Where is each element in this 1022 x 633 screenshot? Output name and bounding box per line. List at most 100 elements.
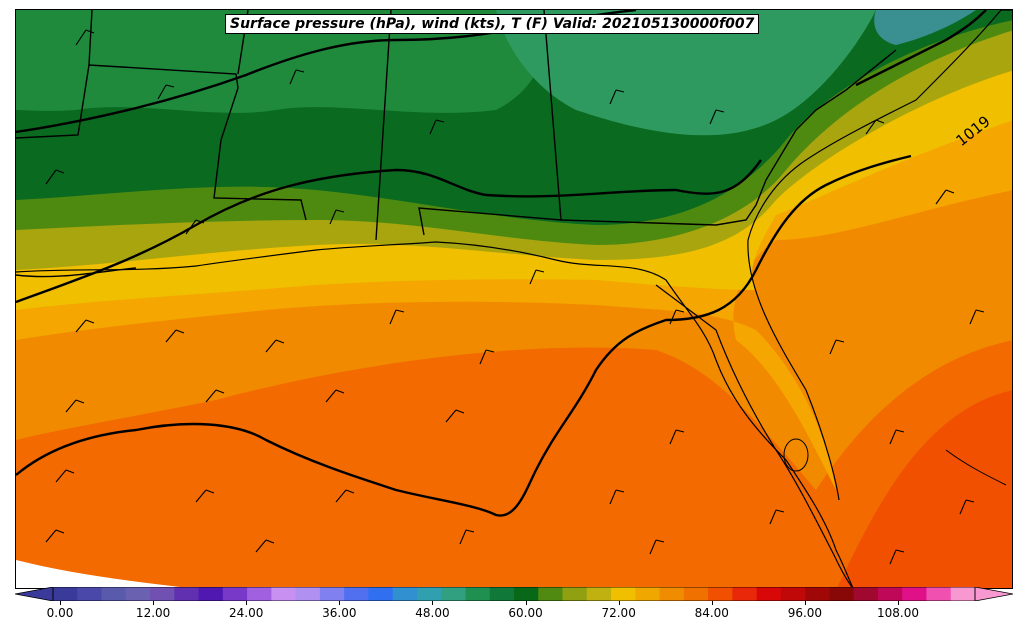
wind-barb [889,429,905,445]
colorbar-tick-mark [153,601,155,605]
wind-barb [45,529,65,543]
wind-barb [205,389,225,403]
temp-band-teal-green [496,10,876,136]
wind-barb [185,219,205,235]
colorbar-cells [53,587,976,601]
colorbar-cell [271,587,297,601]
border-line [560,49,897,226]
colorbar-min-arrow [15,587,54,601]
wind-barb [429,119,445,135]
colorbar-tick-label: 24.00 [229,606,264,620]
wind-barb [669,429,685,445]
weather-map: 1019 [15,9,1013,589]
wind-barb [479,349,495,365]
coastline [16,10,1012,588]
wind-barb [709,109,725,125]
colorbar-cell [392,587,418,601]
border-line [418,10,562,236]
wind-barb [829,339,845,355]
wind-barb [195,489,215,503]
wind-barb [609,489,625,505]
colorbar-cell [198,587,224,601]
colorbar-cell [416,587,442,601]
colorbar-cell [853,587,879,601]
wind-barb [889,549,905,565]
colorbar-cell [683,587,709,601]
map-canvas [16,10,1012,588]
colorbar-cell [125,587,151,601]
wind-barb [75,29,95,46]
wind-barb [265,339,285,353]
colorbar-cell [950,587,976,601]
colorbar-cell [611,587,636,601]
colorbar-cell [756,587,782,601]
colorbar-cell [465,587,491,601]
temp-band-gold [16,70,1012,310]
colorbar [15,587,1013,601]
colorbar-tick-label: 72.00 [601,606,636,620]
colorbar-tick-mark [898,601,899,605]
colorbar-cell [732,587,758,601]
isobar-line [855,10,987,87]
wind-barb [389,309,405,325]
colorbar-outline [52,587,976,601]
colorbar-tick-label: 48.00 [415,606,450,620]
isobar-line [16,159,762,304]
colorbar-tick-mark [246,601,248,605]
colorbar-cell [829,587,855,601]
border-line [88,10,93,66]
colorbar-cell [295,587,321,601]
colorbar-tick-mark [432,601,434,605]
wind-barb [55,469,75,483]
colorbar-tick-mark [60,601,61,605]
wind-barb [325,389,345,403]
colorbar-cell [319,587,345,601]
colorbar-cell [926,587,952,601]
wind-barb [935,189,955,205]
colorbar-cell [222,587,248,601]
wind-barb [157,84,175,100]
wind-barb [609,89,625,105]
colorbar-cell [53,587,78,601]
colorbar-cell [805,587,830,601]
wind-barb [959,499,975,515]
colorbar-tick-label: 36.00 [322,606,357,620]
wind-barb [669,309,685,325]
map-title: Surface pressure (hPa), wind (kts), T (F… [225,14,760,34]
colorbar-tick-mark [618,601,620,605]
colorbar-cell [101,587,127,601]
colorbar-max-arrow [974,587,1013,601]
wind-barb [289,69,305,85]
wind-barb [45,169,65,185]
colorbar-cell [77,587,103,601]
colorbar-cell [368,587,394,601]
wind-barb [335,489,355,503]
wind-barb [649,539,665,555]
colorbar-tick-label: 96.00 [787,606,823,620]
colorbar-tick-mark [525,601,527,605]
colorbar-cell [586,587,612,601]
colorbar-tick-labels: 0.00 12.00 24.00 36.00 48.00 60.00 72.00 84.00 9… [0,606,1022,626]
colorbar-tick-label: 0.00 [46,606,74,620]
wind-barb [865,119,885,135]
wind-barb [445,409,465,423]
colorbar-cell [441,587,466,601]
colorbar-cell [538,587,564,601]
wind-barb [65,399,85,413]
colorbar-cell [877,587,903,601]
colorbar-cell [635,587,661,601]
colorbar-tick-mark [804,601,806,605]
colorbar-cell [708,587,733,601]
colorbar-cell [659,587,685,601]
colorbar-cell [150,587,175,601]
colorbar-cell [174,587,200,601]
wind-barb [329,209,345,225]
temp-band-orange [16,130,1012,490]
colorbar-tick-mark [339,601,341,605]
lake-okeechobee [783,438,809,472]
colorbar-cell [247,587,272,601]
temp-band-teal [874,10,976,45]
wind-barb [459,529,475,545]
colorbar-tick-label: 108.00 [877,606,919,620]
colorbar-cell [514,587,539,601]
